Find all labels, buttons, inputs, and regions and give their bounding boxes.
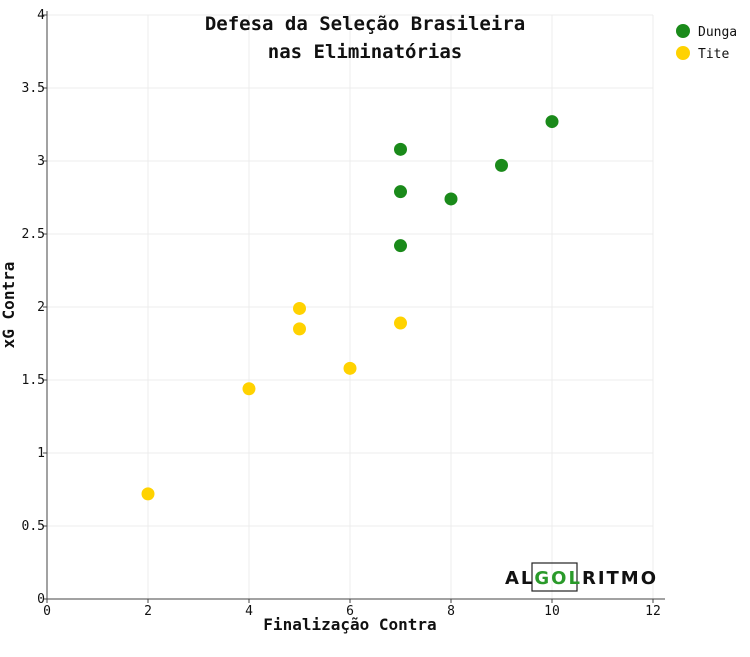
y-tick-label-2: 1 [37,446,45,461]
data-points [141,115,559,501]
legend[interactable]: Dunga Tite [676,24,737,62]
point-dunga-1[interactable] [394,185,407,199]
point-tite-5[interactable] [394,316,407,330]
axes: 0 2 4 6 8 10 12 0 0.5 1 1.5 2 2.5 3 3.5 4 [22,8,665,619]
point-tite-0[interactable] [141,487,155,501]
x-tick-label-0: 0 [43,604,51,619]
y-axis-label: xG Contra [0,262,18,349]
point-tite-1[interactable] [242,382,256,396]
legend-item-dunga[interactable]: Dunga [676,24,737,40]
logo-part-al: AL [505,568,534,589]
y-tick-label-3: 1.5 [22,373,45,388]
legend-label-dunga: Dunga [698,25,737,40]
y-tick-label-4: 2 [37,300,45,315]
legend-marker-dunga [676,24,690,38]
point-tite-4[interactable] [343,361,357,375]
x-tick-label-6: 12 [645,604,661,619]
y-tick-label-5: 2.5 [22,227,45,242]
x-axis-label: Finalização Contra [263,615,436,634]
x-tick-label-4: 8 [447,604,455,619]
legend-label-tite: Tite [698,47,729,62]
point-dunga-0[interactable] [394,142,407,156]
y-tick-label-8: 4 [37,8,45,23]
legend-marker-tite [676,46,690,60]
x-tick-label-5: 10 [544,604,560,619]
logo-text: ALGOLRITMO [505,568,658,589]
x-tick-label-3: 6 [346,604,354,619]
y-tick-label-1: 0.5 [22,519,45,534]
logo-part-gol: GOL [534,568,582,589]
logo-part-ritmo: RITMO [582,568,658,589]
grid-lines [47,14,654,599]
point-tite-2[interactable] [293,301,306,315]
chart-title-line-1: Defesa da Seleção Brasileira [205,13,525,35]
point-dunga-4[interactable] [495,158,508,172]
point-dunga-2[interactable] [394,239,407,253]
x-tick-label-2: 4 [245,604,253,619]
y-tick-label-6: 3 [37,154,45,169]
point-dunga-3[interactable] [444,192,458,206]
y-tick-label-0: 0 [37,592,45,607]
x-tick-label-1: 2 [144,604,152,619]
algolritmo-logo: ALGOLRITMO [505,562,658,592]
logo-box [531,562,578,592]
y-tick-label-7: 3.5 [22,81,45,96]
chart-title-line-2: nas Eliminatórias [268,41,462,63]
point-tite-3[interactable] [293,322,306,336]
legend-item-tite[interactable]: Tite [676,46,729,62]
point-dunga-5[interactable] [545,115,559,129]
